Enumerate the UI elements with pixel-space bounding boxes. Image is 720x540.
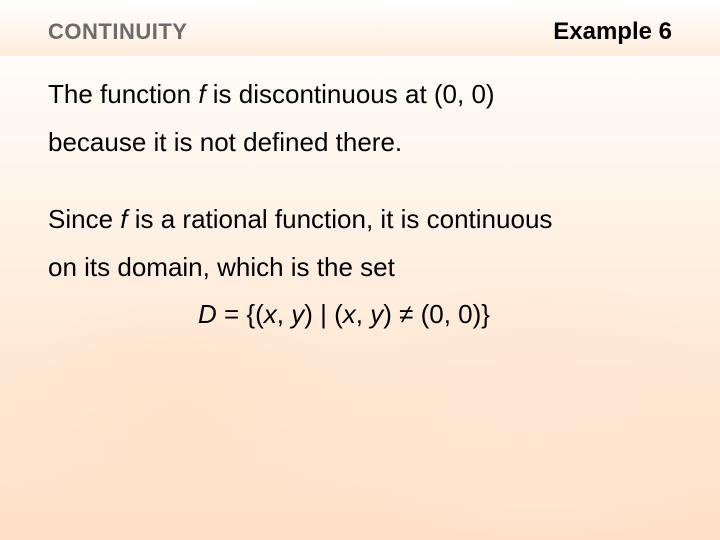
- slide-body: The function f is discontinuous at (0, 0…: [0, 56, 720, 336]
- slide-header: CONTINUITY Example 6: [0, 0, 720, 56]
- text: is a rational function, it is continuous: [128, 204, 553, 234]
- var-x: x: [343, 299, 356, 329]
- var-y: y: [370, 299, 383, 329]
- paragraph-2: Since f is a rational function, it is co…: [48, 199, 672, 336]
- text: is discontinuous at (0, 0): [206, 79, 495, 109]
- example-label: Example 6: [553, 18, 672, 46]
- text: ,: [356, 299, 370, 329]
- var-D: D: [198, 299, 217, 329]
- line-3: Since f is a rational function, it is co…: [48, 199, 672, 241]
- text: ) ≠ (0, 0)}: [383, 299, 490, 329]
- line-2: because it is not defined there.: [48, 122, 672, 164]
- line-1: The function f is discontinuous at (0, 0…: [48, 74, 672, 116]
- var-y: y: [291, 299, 304, 329]
- paragraph-1: The function f is discontinuous at (0, 0…: [48, 74, 672, 163]
- var-f: f: [198, 79, 205, 109]
- section-title: CONTINUITY: [48, 19, 187, 45]
- text: ) | (: [304, 299, 343, 329]
- text: The function: [48, 79, 198, 109]
- var-f: f: [120, 204, 127, 234]
- text: ,: [277, 299, 291, 329]
- line-4: on its domain, which is the set: [48, 247, 672, 289]
- set-definition: D = {(x, y) | (x, y) ≠ (0, 0)}: [48, 294, 672, 336]
- text: Since: [48, 204, 120, 234]
- var-x: x: [264, 299, 277, 329]
- text: = {(: [217, 299, 264, 329]
- slide: CONTINUITY Example 6 The function f is d…: [0, 0, 720, 540]
